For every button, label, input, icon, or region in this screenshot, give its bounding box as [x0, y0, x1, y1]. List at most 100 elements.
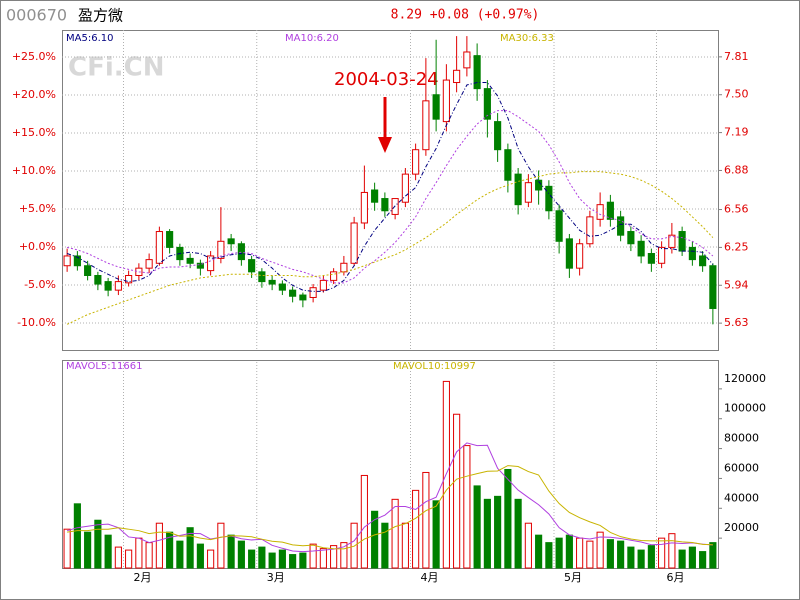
- candle-body: [422, 100, 430, 151]
- annotation: 2004-03-24: [334, 69, 439, 90]
- candle-body: [637, 240, 645, 257]
- volume-tick-label: 40000: [724, 491, 759, 504]
- volume-bar: [319, 548, 327, 569]
- volume-bar: [104, 534, 112, 569]
- volume-bar: [647, 545, 655, 569]
- quote: 8.29 +0.08 (+0.97%): [391, 8, 540, 23]
- candle-body: [63, 255, 71, 267]
- x-tick-label: 4月: [421, 571, 439, 584]
- candle-body: [237, 243, 245, 261]
- y2-tick-label: 7.50: [724, 88, 749, 101]
- y2-tick-label: 6.88: [724, 163, 749, 176]
- candle-body: [494, 121, 502, 151]
- volume-tick-label: 120000: [724, 372, 766, 385]
- volume-bar: [514, 498, 522, 569]
- volume-bar: [237, 540, 245, 569]
- volume-bar: [412, 489, 420, 569]
- stock-name: 盈方微: [78, 7, 123, 25]
- volume-bar: [125, 549, 133, 569]
- candle-body: [586, 216, 594, 245]
- candle-body: [381, 198, 389, 212]
- candle-body: [94, 274, 102, 285]
- y-tick-label: +10.0%: [12, 164, 56, 177]
- legend-entry: MA5:6.10: [66, 33, 113, 44]
- y2-tick-label: 5.63: [724, 316, 749, 329]
- candle-body: [104, 281, 112, 291]
- x-tick-label: 5月: [564, 571, 582, 584]
- volume-bar: [432, 500, 440, 569]
- candle-body: [248, 259, 256, 273]
- volume-average-line: [67, 465, 713, 550]
- legend-entry: MA30:6.33: [500, 33, 554, 44]
- legend-entry: MAVOL10:10997: [393, 361, 476, 372]
- candle-body: [196, 262, 204, 269]
- volume-bar: [268, 552, 276, 569]
- volume-bar: [699, 551, 707, 569]
- volume-bar: [555, 537, 563, 569]
- candle-body: [268, 279, 276, 285]
- candle-body: [606, 201, 614, 220]
- volume-average-line: [66, 442, 713, 553]
- y2-tick-label: 7.81: [724, 50, 749, 63]
- volume-bar: [678, 549, 686, 569]
- volume-bar: [135, 537, 143, 569]
- candle-body: [535, 179, 543, 191]
- candle-body: [699, 255, 707, 267]
- y2-tick-label: 6.25: [724, 240, 749, 253]
- volume-bar: [473, 485, 481, 569]
- volume-bar: [576, 537, 584, 569]
- volume-bar: [391, 498, 399, 569]
- volume-bar: [606, 539, 614, 569]
- candle-body: [565, 238, 573, 269]
- candle-body: [658, 246, 666, 264]
- candle-body: [145, 259, 153, 269]
- volume-bar: [668, 533, 676, 569]
- y-tick-label: +0.0%: [19, 240, 56, 253]
- y-tick-label: +20.0%: [12, 88, 56, 101]
- candle-body: [227, 238, 235, 245]
- volume-tick-label: 20000: [724, 521, 759, 534]
- y-tick-label: -10.0%: [17, 316, 56, 329]
- volume-bar: [63, 528, 71, 569]
- candle-body: [668, 234, 676, 248]
- candle-body: [576, 243, 584, 269]
- volume-bar: [227, 534, 235, 569]
- volume-panel: [62, 360, 719, 569]
- candle-body: [309, 287, 317, 298]
- volume-bar: [422, 471, 430, 569]
- price-panel: [62, 30, 719, 351]
- volume-bar: [596, 531, 604, 569]
- y2-tick-label: 5.94: [724, 278, 749, 291]
- volume-bar: [278, 549, 286, 569]
- moving-average-line: [66, 82, 714, 292]
- candle-body: [412, 149, 420, 175]
- annotation-arrowhead: [378, 137, 392, 153]
- volume-bar: [186, 527, 194, 569]
- volume-bar: [709, 542, 717, 569]
- y-tick-label: +15.0%: [12, 126, 56, 139]
- candle-body: [217, 240, 225, 259]
- volume-bar: [289, 554, 297, 569]
- volume-bar: [217, 522, 225, 569]
- volume-tick-label: 100000: [724, 402, 766, 415]
- volume-bar: [114, 546, 122, 569]
- volume-bar: [360, 474, 368, 569]
- candle-body: [524, 182, 532, 203]
- candle-body: [442, 79, 450, 123]
- candle-body: [155, 231, 163, 264]
- volume-bar: [401, 522, 409, 569]
- volume-bar: [309, 543, 317, 569]
- volume-bar: [248, 549, 256, 569]
- volume-bar: [535, 534, 543, 569]
- volume-bar: [94, 519, 102, 569]
- y-tick-label: +25.0%: [12, 50, 56, 63]
- candle-body: [330, 271, 338, 281]
- candle-body: [73, 255, 81, 267]
- volume-bar: [545, 542, 553, 569]
- candle-body: [453, 69, 461, 84]
- candle-body: [114, 281, 122, 291]
- candle-body: [319, 279, 327, 291]
- volume-bar: [586, 540, 594, 569]
